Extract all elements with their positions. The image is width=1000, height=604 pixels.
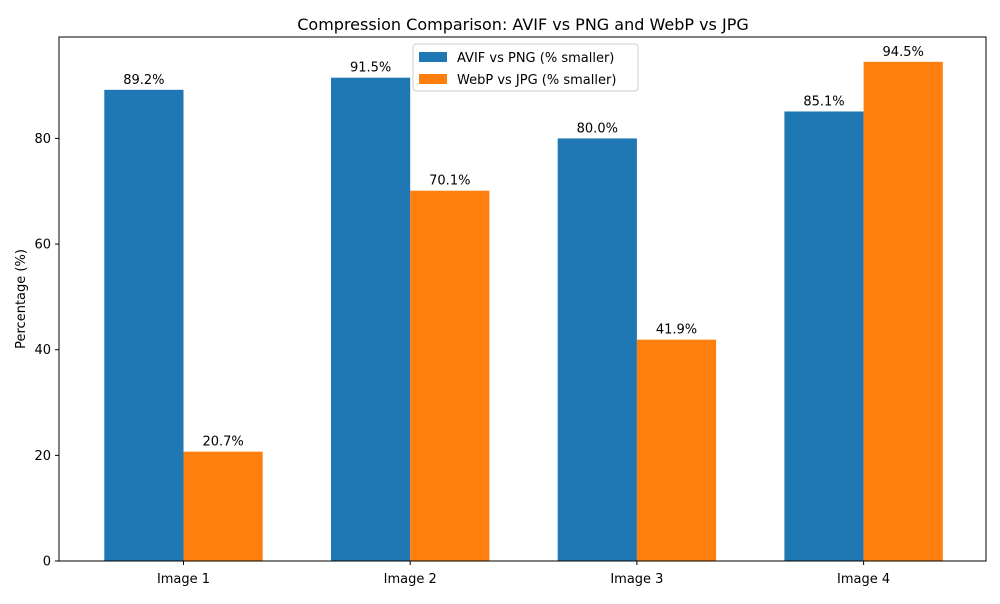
value-label-webp-vs-jpg-2: 70.1% [429,174,470,189]
chart-title: Compression Comparison: AVIF vs PNG and … [297,15,749,34]
legend: AVIF vs PNG (% smaller) WebP vs JPG (% sm… [412,43,639,92]
x-axis: Image 1 Image 2 Image 3 Image 4 [157,561,890,587]
value-labels-layer: 89.2% 20.7% 91.5% 70.1% 80.0% 41.9% 85.1% 94.5% [123,45,924,450]
bar-avif-vs-png-3 [557,138,637,561]
bar-webp-vs-jpg-1 [183,451,263,561]
value-label-avif-vs-png-4: 85.1% [803,94,844,109]
y-tick-label: 20 [34,449,51,464]
bar-avif-vs-png-1 [104,89,184,562]
value-label-avif-vs-png-3: 80.0% [577,121,618,136]
legend-label-avif-vs-png: AVIF vs PNG (% smaller) [457,51,614,66]
x-tick-label: Image 2 [384,572,437,587]
bar-avif-vs-png-4 [784,111,864,562]
y-axis: 0 20 40 60 80 [34,132,59,570]
x-tick-label: Image 4 [837,572,890,587]
bar-webp-vs-jpg-2 [410,190,490,561]
y-tick-label: 60 [34,238,51,253]
bar-webp-vs-jpg-4 [863,61,943,562]
y-tick-label: 40 [34,343,51,358]
value-label-webp-vs-jpg-4: 94.5% [883,45,924,60]
bar-webp-vs-jpg-3 [636,339,717,561]
legend-box [412,43,639,92]
value-label-webp-vs-jpg-1: 20.7% [202,435,243,450]
legend-swatch-avif-vs-png [419,52,447,62]
y-tick-label: 0 [43,555,51,570]
value-label-avif-vs-png-1: 89.2% [123,73,164,88]
value-label-avif-vs-png-2: 91.5% [350,61,391,76]
x-tick-label: Image 3 [610,572,663,587]
x-tick-label: Image 1 [157,572,210,587]
legend-label-webp-vs-jpg: WebP vs JPG (% smaller) [457,73,616,88]
y-axis-label: Percentage (%) [14,249,29,349]
y-tick-label: 80 [34,132,51,147]
plot-frame [58,36,987,562]
value-label-webp-vs-jpg-3: 41.9% [656,323,697,338]
legend-swatch-webp-vs-jpg [419,74,447,84]
bar-avif-vs-png-2 [331,77,411,561]
bars-layer [104,61,943,562]
